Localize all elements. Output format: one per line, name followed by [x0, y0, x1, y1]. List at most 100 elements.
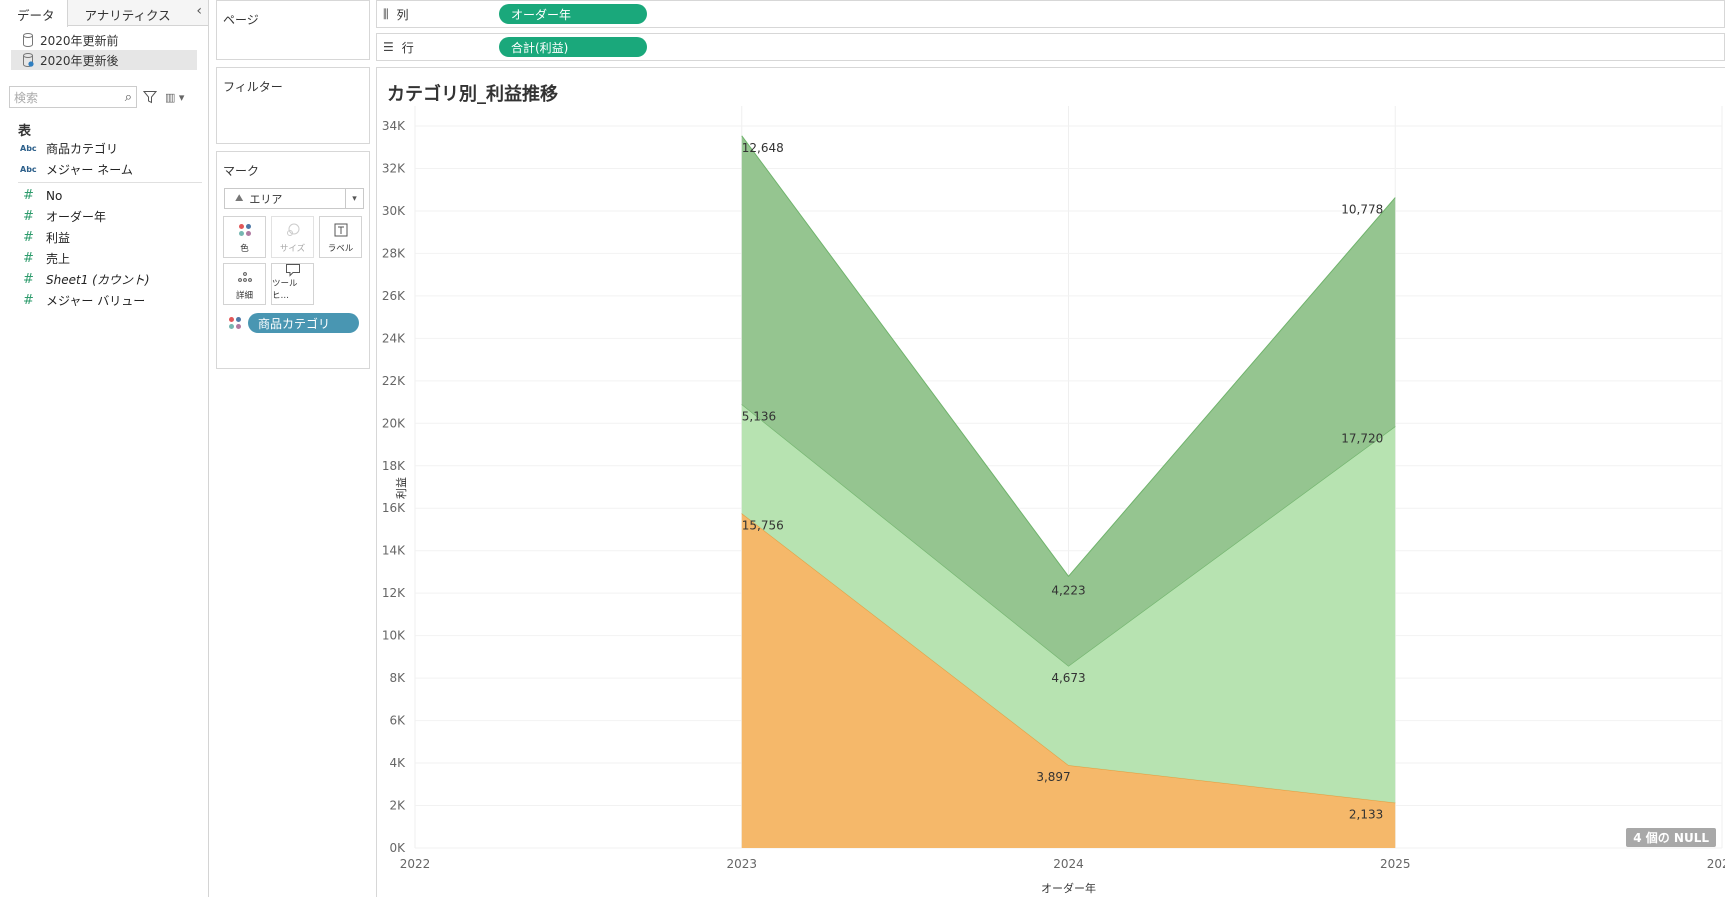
y-tick-label: 26K: [382, 289, 406, 303]
field-name: 利益: [46, 231, 71, 245]
data-source-item[interactable]: 2020年更新前: [11, 30, 197, 50]
x-tick-label: 2024: [1053, 857, 1084, 871]
data-label: 17,720: [1341, 431, 1383, 445]
table-section-title: 表: [18, 124, 32, 139]
x-axis-title: オーダー年: [1041, 881, 1096, 895]
columns-icon: ⫼: [383, 6, 389, 21]
area-series-2[interactable]: [741, 135, 1396, 667]
x-tick-label: 2023: [726, 857, 757, 871]
filter-icon[interactable]: [143, 90, 157, 104]
size-button-label: サイズ: [279, 244, 306, 254]
y-tick-label: 24K: [382, 331, 406, 345]
pane-tabs: データ アナリティクス ‹: [0, 0, 208, 27]
y-tick-label: 32K: [382, 161, 406, 175]
data-label: 15,756: [742, 518, 784, 532]
number-type-icon: #: [23, 272, 34, 287]
data-label: 2,133: [1349, 808, 1383, 822]
color-button[interactable]: 色: [223, 216, 266, 258]
field-search-row: 検索 ⌕ ▥ ▾: [9, 86, 200, 108]
data-source-label: 2020年更新後: [40, 53, 119, 68]
data-label: 5,136: [742, 409, 776, 423]
sheet-title: カテゴリ別_利益推移: [387, 84, 558, 105]
label-button[interactable]: ラベル: [319, 216, 362, 258]
detail-dots-icon: [237, 264, 253, 289]
field-measure[interactable]: # 売上: [0, 248, 208, 269]
size-button[interactable]: サイズ: [271, 216, 314, 258]
field-measure[interactable]: # メジャー バリュー: [0, 290, 208, 311]
rows-icon: ☰: [383, 40, 394, 54]
y-tick-label: 18K: [382, 459, 406, 473]
collapse-pane-icon[interactable]: ‹: [196, 3, 202, 19]
detail-button-label: 詳細: [235, 291, 253, 301]
data-pane: データ アナリティクス ‹ 2020年更新前 2020年更新後 検索 ⌕ ▥ ▾…: [0, 0, 209, 897]
number-type-icon: #: [23, 251, 34, 266]
data-source-label: 2020年更新前: [40, 33, 119, 48]
field-name: オーダー年: [46, 210, 107, 224]
label-button-label: ラベル: [327, 244, 354, 254]
data-label: 10,778: [1341, 203, 1383, 217]
null-indicator[interactable]: 4 個の NULL: [1626, 828, 1716, 847]
area-series-2-edge: [741, 135, 1396, 578]
data-source-list: 2020年更新前 2020年更新後: [0, 26, 208, 70]
mark-type-dropdown[interactable]: ⛰ エリア ▾: [224, 188, 364, 209]
columns-shelf: ⫼ 列 オーダー年: [376, 0, 1725, 28]
field-measure[interactable]: # No: [0, 185, 208, 206]
field-name: 売上: [46, 252, 71, 266]
y-tick-label: 30K: [382, 204, 406, 218]
filters-card-title: フィルター: [223, 80, 283, 94]
color-encoding-row: 商品カテゴリ: [228, 313, 359, 333]
field-measure[interactable]: # 利益: [0, 227, 208, 248]
field-measure[interactable]: # オーダー年: [0, 206, 208, 227]
y-tick-label: 16K: [382, 501, 406, 515]
view-list-icon[interactable]: ▥ ▾: [165, 90, 185, 104]
y-tick-label: 4K: [389, 756, 406, 770]
filters-card[interactable]: フィルター: [216, 67, 370, 144]
measure-list: # No # オーダー年 # 利益 # 売上 # Sheet1 (カウント) #…: [0, 185, 208, 311]
color-field-pill[interactable]: 商品カテゴリ: [248, 313, 359, 333]
marks-card: マーク ⛰ エリア ▾ 色 サイズ ラベル 詳細 ツールヒ… 商品カテゴリ: [216, 151, 370, 369]
size-icon: [285, 217, 301, 242]
text-label-icon: [334, 217, 348, 242]
field-dimension[interactable]: Abc メジャー ネーム: [0, 159, 208, 180]
field-name: メジャー ネーム: [46, 163, 133, 177]
y-tick-label: 14K: [382, 544, 406, 558]
y-tick-label: 20K: [382, 416, 406, 430]
area-series-1[interactable]: [741, 404, 1396, 803]
data-source-item-selected[interactable]: 2020年更新後: [11, 50, 197, 70]
y-tick-label: 22K: [382, 374, 406, 388]
y-tick-label: 34K: [382, 119, 406, 133]
tab-analytics[interactable]: アナリティクス: [84, 8, 171, 23]
search-icon: ⌕: [124, 89, 132, 105]
columns-shelf-label: ⫼ 列: [377, 6, 499, 23]
rows-pill[interactable]: 合計(利益): [499, 37, 647, 57]
number-type-icon: #: [23, 293, 34, 308]
database-icon: [23, 33, 33, 47]
area-chart[interactable]: 0K 2K 4K 6K 8K 10K 12K 14K 16K 18K 20K 22K 24K 26K 28K…: [377, 68, 1725, 897]
string-type-icon: Abc: [20, 165, 37, 174]
marks-card-title: マーク: [223, 164, 260, 178]
pages-card[interactable]: ページ: [216, 0, 370, 60]
area-series-0[interactable]: [741, 513, 1396, 848]
rows-shelf: ☰ 行 合計(利益): [376, 33, 1725, 61]
chevron-down-icon: ▾: [345, 189, 363, 208]
field-measure[interactable]: # Sheet1 (カウント): [0, 269, 208, 290]
string-type-icon: Abc: [20, 144, 37, 153]
detail-button[interactable]: 詳細: [223, 263, 266, 305]
area-mark-icon: ⛰: [235, 193, 244, 204]
divider: [18, 182, 202, 183]
field-dimension[interactable]: Abc 商品カテゴリ: [0, 138, 208, 159]
tooltip-button-label: ツールヒ…: [272, 279, 298, 301]
tab-data[interactable]: データ: [0, 0, 68, 27]
data-label: 3,897: [1036, 770, 1070, 784]
columns-label-text: 列: [396, 7, 409, 22]
y-tick-label: 2K: [389, 799, 406, 813]
field-name: Sheet1 (カウント): [46, 273, 150, 287]
columns-pill[interactable]: オーダー年: [499, 4, 647, 24]
database-active-icon: [23, 53, 34, 67]
y-axis-title: 利益: [394, 477, 408, 499]
tooltip-button[interactable]: ツールヒ…: [271, 263, 314, 305]
field-name: メジャー バリュー: [46, 294, 146, 308]
worksheet-view: カテゴリ別_利益推移 0K 2K 4K 6K 8K 10K 12K 14K 16K 18K 20K 2…: [376, 67, 1725, 897]
data-label: 12,648: [742, 141, 784, 155]
search-input[interactable]: 検索 ⌕: [9, 86, 137, 108]
